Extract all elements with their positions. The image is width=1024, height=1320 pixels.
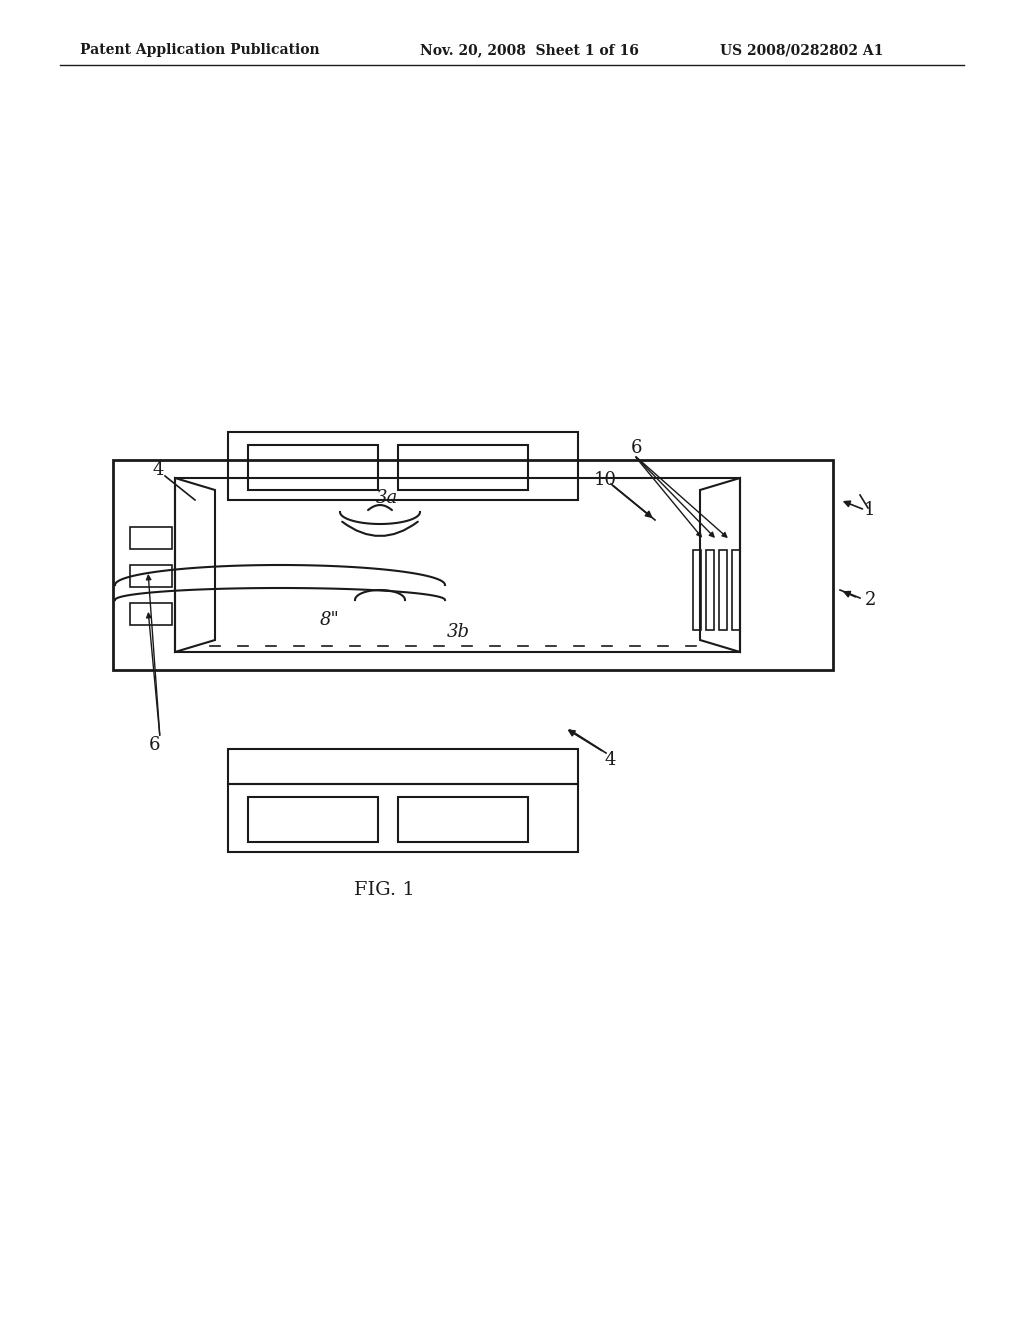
- Bar: [248, 445, 378, 490]
- Bar: [130, 565, 172, 587]
- Bar: [398, 797, 528, 842]
- Bar: [732, 550, 740, 630]
- Text: Nov. 20, 2008  Sheet 1 of 16: Nov. 20, 2008 Sheet 1 of 16: [420, 44, 639, 57]
- Bar: [130, 603, 172, 624]
- Bar: [175, 478, 740, 652]
- Text: 10: 10: [594, 471, 616, 488]
- Text: 4: 4: [604, 751, 615, 770]
- Text: 8": 8": [321, 611, 340, 630]
- Text: 4: 4: [153, 461, 164, 479]
- Text: US 2008/0282802 A1: US 2008/0282802 A1: [720, 44, 884, 57]
- Text: 1: 1: [864, 502, 876, 519]
- Bar: [706, 550, 714, 630]
- Text: FIG. 1: FIG. 1: [353, 880, 415, 899]
- Bar: [130, 527, 172, 549]
- Bar: [248, 797, 378, 842]
- Bar: [398, 445, 528, 490]
- Text: 3a: 3a: [376, 488, 397, 507]
- Text: 3b: 3b: [447, 623, 470, 642]
- Text: Patent Application Publication: Patent Application Publication: [80, 44, 319, 57]
- Bar: [113, 459, 833, 671]
- Bar: [228, 432, 578, 500]
- Bar: [719, 550, 727, 630]
- Text: 6: 6: [630, 440, 642, 457]
- Bar: [228, 784, 578, 851]
- Bar: [228, 748, 578, 784]
- Text: 2: 2: [864, 591, 876, 609]
- Text: 6: 6: [150, 737, 161, 754]
- Bar: [693, 550, 701, 630]
